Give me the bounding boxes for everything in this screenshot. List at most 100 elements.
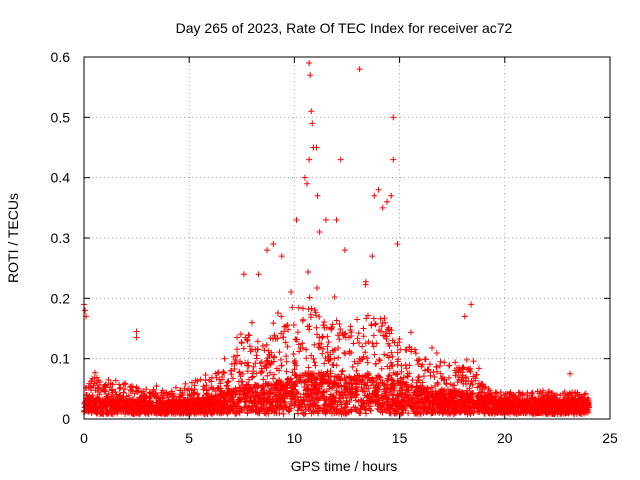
data-point bbox=[513, 401, 520, 408]
data-point bbox=[293, 373, 300, 380]
data-point bbox=[381, 351, 388, 358]
data-point bbox=[431, 383, 438, 390]
data-point bbox=[143, 386, 150, 393]
data-point bbox=[133, 334, 140, 341]
data-point bbox=[125, 396, 132, 403]
data-point bbox=[143, 394, 150, 401]
data-point bbox=[432, 409, 439, 416]
data-point bbox=[285, 407, 292, 414]
data-point bbox=[363, 394, 370, 401]
data-point bbox=[461, 313, 468, 320]
data-point bbox=[336, 336, 343, 343]
data-point bbox=[478, 396, 485, 403]
data-point bbox=[389, 353, 396, 360]
data-point bbox=[272, 335, 279, 342]
data-point bbox=[321, 318, 328, 325]
data-point bbox=[127, 384, 134, 391]
data-point bbox=[252, 409, 259, 416]
data-point bbox=[291, 381, 298, 388]
data-point bbox=[168, 409, 175, 416]
data-point bbox=[148, 404, 155, 411]
data-point bbox=[311, 341, 318, 348]
data-point bbox=[169, 405, 176, 412]
data-point bbox=[342, 391, 349, 398]
data-point bbox=[320, 345, 327, 352]
data-point bbox=[323, 377, 330, 384]
data-point bbox=[346, 373, 353, 380]
data-point bbox=[510, 396, 517, 403]
data-point bbox=[466, 385, 473, 392]
data-point bbox=[445, 386, 452, 393]
data-point bbox=[372, 360, 379, 367]
data-point bbox=[428, 344, 435, 351]
x-tick-label: 15 bbox=[392, 430, 408, 446]
data-point bbox=[258, 369, 265, 376]
data-point bbox=[459, 389, 466, 396]
data-point bbox=[329, 321, 336, 328]
data-point bbox=[225, 396, 232, 403]
data-point bbox=[308, 352, 315, 359]
data-point bbox=[300, 305, 307, 312]
data-point bbox=[263, 364, 270, 371]
data-point bbox=[325, 339, 332, 346]
data-point bbox=[463, 356, 470, 363]
data-point bbox=[337, 326, 344, 333]
data-point bbox=[303, 346, 310, 353]
data-point bbox=[449, 399, 456, 406]
data-point bbox=[434, 379, 441, 386]
data-point bbox=[315, 344, 322, 351]
data-point bbox=[87, 383, 94, 390]
data-point bbox=[452, 372, 459, 379]
data-point bbox=[402, 346, 409, 353]
data-point bbox=[322, 216, 329, 223]
data-point bbox=[271, 353, 278, 360]
data-point bbox=[405, 410, 412, 417]
data-point bbox=[362, 340, 369, 347]
data-point bbox=[297, 403, 304, 410]
data-point bbox=[285, 375, 292, 382]
data-point bbox=[223, 382, 230, 389]
data-point bbox=[317, 377, 324, 384]
data-point bbox=[561, 396, 568, 403]
data-point bbox=[145, 410, 152, 417]
data-point bbox=[484, 400, 491, 407]
data-point bbox=[372, 399, 379, 406]
data-point bbox=[149, 390, 156, 397]
data-point bbox=[490, 396, 497, 403]
data-point bbox=[305, 386, 312, 393]
data-point bbox=[341, 349, 348, 356]
data-point bbox=[437, 370, 444, 377]
data-point bbox=[370, 377, 377, 384]
data-point bbox=[343, 374, 350, 381]
data-point bbox=[283, 358, 290, 365]
data-point bbox=[540, 394, 547, 401]
data-point bbox=[554, 396, 561, 403]
data-point bbox=[300, 316, 307, 323]
data-point bbox=[147, 390, 154, 397]
data-point bbox=[474, 402, 481, 409]
data-point bbox=[405, 387, 412, 394]
data-point bbox=[397, 346, 404, 353]
data-point bbox=[233, 403, 240, 410]
data-point bbox=[497, 392, 504, 399]
data-point bbox=[271, 332, 278, 339]
data-point bbox=[246, 376, 253, 383]
data-point bbox=[105, 391, 112, 398]
data-point bbox=[400, 374, 407, 381]
data-point bbox=[307, 72, 314, 79]
data-point bbox=[502, 405, 509, 412]
data-point bbox=[290, 402, 297, 409]
data-point bbox=[254, 338, 261, 345]
data-point bbox=[516, 410, 523, 417]
data-point bbox=[241, 407, 248, 414]
data-point bbox=[319, 333, 326, 340]
data-point bbox=[379, 204, 386, 211]
data-point bbox=[499, 400, 506, 407]
data-point bbox=[389, 398, 396, 405]
data-point bbox=[421, 385, 428, 392]
data-point bbox=[354, 335, 361, 342]
data-point bbox=[285, 326, 292, 333]
data-point bbox=[485, 406, 492, 413]
data-point bbox=[290, 351, 297, 358]
data-point bbox=[244, 368, 251, 375]
